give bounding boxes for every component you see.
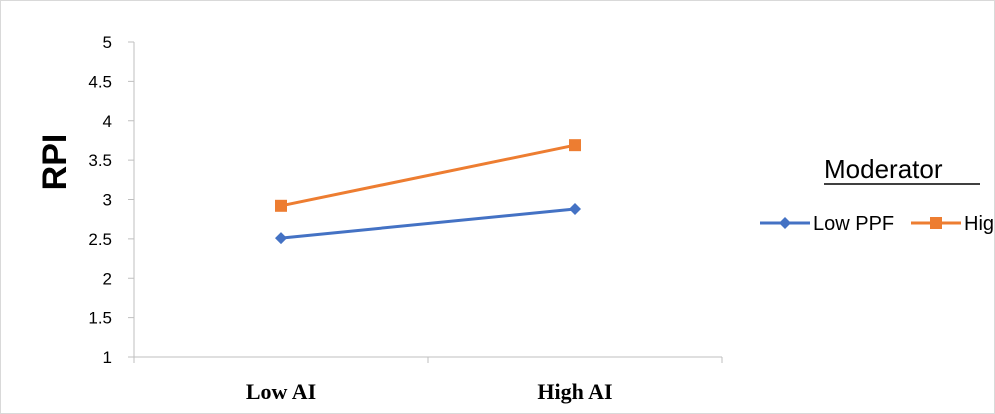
data-point-diamond	[569, 202, 581, 215]
legend-title: Moderator	[824, 154, 943, 184]
y-tick-label: 1	[103, 348, 112, 367]
series-layer	[275, 139, 581, 245]
x-category-label: High AI	[537, 379, 612, 404]
y-axis-title: RPI	[36, 134, 74, 191]
data-point-diamond	[275, 232, 287, 245]
series-line-high-ppf	[280, 143, 576, 208]
y-tick-label: 1.5	[88, 309, 112, 328]
y-tick-label: 3	[103, 191, 112, 210]
x-category-label: Low AI	[246, 379, 316, 404]
data-point-square	[275, 199, 287, 212]
y-axis: 1 1.5 2 2.5 3 3.5 4 4.5 5	[88, 33, 135, 367]
data-point-diamond	[779, 217, 791, 229]
data-point-square	[569, 139, 581, 152]
y-tick-label: 5	[103, 33, 112, 52]
data-point-square	[930, 217, 942, 229]
series-line-low-ppf	[280, 207, 576, 240]
legend: Low PPF High PPF	[760, 213, 995, 235]
x-axis: Low AI High AI	[133, 356, 723, 404]
legend-label: High PPF	[964, 213, 995, 235]
y-tick-label: 4.5	[88, 72, 112, 91]
y-tick-label: 2.5	[88, 230, 112, 249]
y-tick-label: 3.5	[88, 151, 112, 170]
legend-label: Low PPF	[813, 213, 894, 235]
y-tick-label: 2	[103, 269, 112, 288]
y-tick-label: 4	[103, 112, 112, 131]
